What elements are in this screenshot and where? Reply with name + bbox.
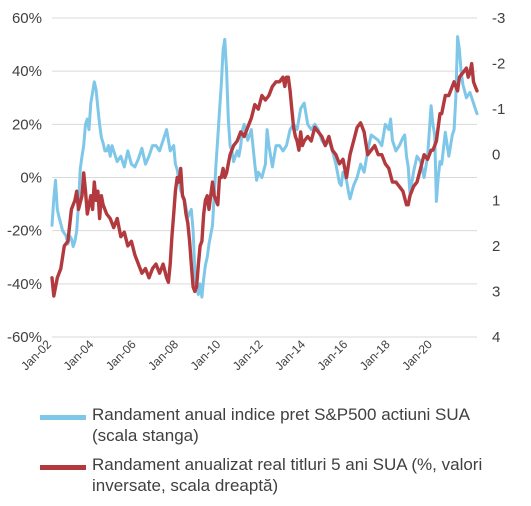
right-tick-label: 3 [492, 283, 500, 300]
series-line-sp500 [50, 35, 479, 299]
legend-label-tips5: Randament anualizat real titluri 5 ani S… [92, 455, 483, 495]
legend-swatch-tips5 [40, 465, 86, 470]
left-axis-ticks: 60% 40% 20% 0% -20% -40% -60% [7, 10, 42, 346]
legend: Randament anual indice pret S&P500 actiu… [40, 404, 530, 504]
right-tick-label: 4 [492, 329, 500, 346]
legend-item-sp500: Randament anual indice pret S&P500 actiu… [40, 404, 530, 446]
left-tick-label: -20% [7, 223, 42, 240]
series-lines [50, 35, 479, 299]
right-tick-label: 0 [492, 147, 500, 164]
x-tick-label: Jan-20 [399, 337, 435, 373]
left-tick-label: 40% [12, 63, 42, 80]
x-axis-ticks: Jan-02 Jan-04 Jan-06 Jan-08 Jan-10 Jan-12 Jan-… [18, 337, 435, 373]
right-tick-label: -3 [492, 10, 505, 27]
legend-label-sp500: Randament anual indice pret S&P500 actiu… [92, 405, 471, 445]
right-tick-label: 1 [492, 192, 500, 209]
left-tick-label: -40% [7, 276, 42, 293]
x-tick-label: Jan-06 [103, 337, 139, 373]
left-tick-label: -60% [7, 329, 42, 346]
gridlines [52, 17, 477, 338]
x-tick-label: Jan-14 [272, 337, 308, 373]
right-tick-label: 2 [492, 238, 500, 255]
left-tick-label: 60% [12, 10, 42, 27]
x-tick-label: Jan-10 [188, 337, 224, 373]
left-tick-label: 0% [20, 170, 42, 187]
x-tick-label: Jan-18 [357, 337, 393, 373]
x-tick-label: Jan-12 [230, 337, 266, 373]
series-line-tips5 [50, 61, 479, 298]
legend-swatch-sp500 [40, 415, 86, 420]
right-tick-label: -2 [492, 56, 505, 73]
left-tick-label: 20% [12, 116, 42, 133]
x-tick-label: Jan-04 [61, 337, 97, 373]
right-tick-label: -1 [492, 101, 505, 118]
right-axis-ticks: -3 -2 -1 0 1 2 3 4 [492, 10, 505, 346]
legend-item-tips5: Randament anualizat real titluri 5 ani S… [40, 454, 530, 496]
x-tick-label: Jan-08 [145, 337, 181, 373]
x-tick-label: Jan-16 [315, 337, 351, 373]
